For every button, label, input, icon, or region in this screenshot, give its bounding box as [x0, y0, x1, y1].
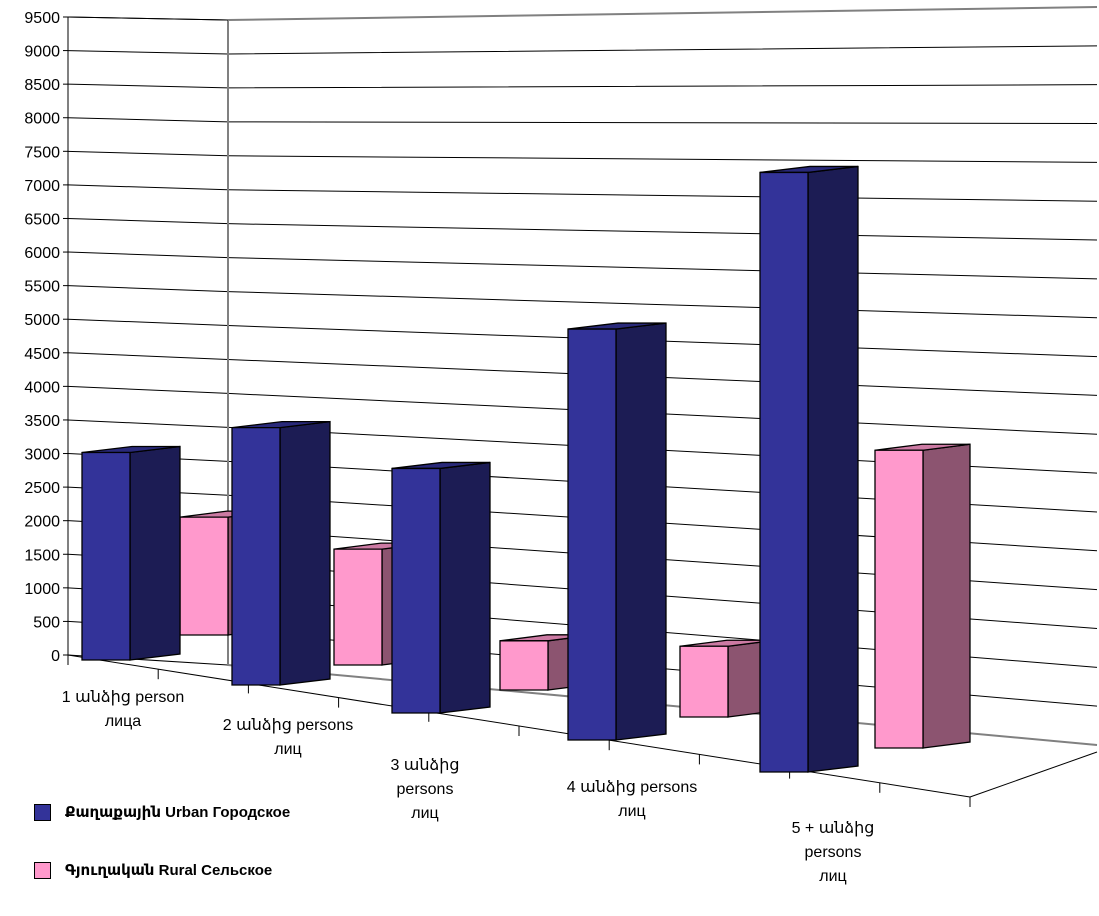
- y-tick-label: 8000: [24, 111, 60, 128]
- legend: Քաղաքային Urban Городское Գյուղական Rura…: [34, 800, 290, 916]
- legend-label-urban: Քաղաքային Urban Городское: [65, 804, 291, 821]
- y-tick-label: 6500: [24, 211, 60, 228]
- bar-rural-5-side: [922, 443, 971, 749]
- gridline: [67, 217, 1098, 241]
- y-tick-label: 5000: [24, 312, 60, 329]
- bar-urban-4: [567, 322, 667, 741]
- bar-urban-2: [231, 420, 331, 686]
- y-tick-label: 6000: [24, 245, 60, 262]
- gridline: [67, 184, 1098, 202]
- bar-urban-5: [759, 165, 859, 773]
- legend-item-rural: Գյուղական Rural Сельское: [34, 858, 290, 882]
- bars: [81, 165, 971, 773]
- bar-urban-2-front: [231, 427, 281, 686]
- legend-item-urban: Քաղաքային Urban Городское: [34, 800, 290, 824]
- legend-swatch-urban: [34, 803, 51, 821]
- y-tick-label: 9000: [24, 44, 60, 61]
- y-tick-label: 9500: [24, 10, 60, 27]
- chart: 0 500 1000 1500 2000 2500 3000 3500 4000 4500 5000…: [24, 6, 1098, 885]
- gridline: [67, 45, 1098, 55]
- side-wall-top: [67, 16, 229, 21]
- bar-urban-2-side: [279, 420, 331, 686]
- gridline: [67, 285, 1098, 319]
- y-tick-label: 1000: [24, 581, 60, 598]
- y-tick-label: 500: [33, 614, 60, 631]
- y-tick-label: 0: [51, 648, 60, 665]
- bar-rural-5-front: [874, 449, 924, 749]
- bar-rural-1-front: [179, 516, 229, 636]
- bar-urban-3-front: [391, 467, 441, 714]
- y-tick-label: 7500: [24, 144, 60, 161]
- y-tick-label: 3500: [24, 413, 60, 430]
- legend-label-rural: Գյուղական Rural Сельское: [65, 862, 273, 879]
- bar-urban-3: [391, 461, 491, 714]
- bar-urban-1: [81, 445, 181, 661]
- y-tick-label: 7000: [24, 178, 60, 195]
- category-label-5: 5 + անձից persons лиц: [792, 820, 875, 885]
- gridline: [67, 117, 1098, 125]
- chart-svg: 0 500 1000 1500 2000 2500 3000 3500 4000 4500 5000…: [24, 6, 1098, 885]
- bar-rural-2-front: [333, 548, 383, 666]
- y-tick-label: 4500: [24, 346, 60, 363]
- bar-rural-4-front: [679, 645, 729, 718]
- y-tick-label: 8500: [24, 77, 60, 94]
- legend-swatch-rural: [34, 861, 51, 879]
- category-label-4: 4 անձից persons лиц: [567, 779, 697, 820]
- bar-rural-3-front: [499, 640, 549, 691]
- y-axis-ticks: 0 500 1000 1500 2000 2500 3000 3500 4000 4500 5000…: [24, 10, 68, 665]
- gridline: [67, 150, 1098, 163]
- y-tick-label: 3000: [24, 447, 60, 464]
- bar-urban-4-side: [615, 322, 667, 741]
- wall-top-edge: [227, 6, 1098, 21]
- y-tick-label: 4000: [24, 379, 60, 396]
- bar-urban-5-side: [807, 165, 859, 773]
- y-tick-label: 5500: [24, 279, 60, 296]
- bar-urban-5-front: [759, 171, 809, 773]
- category-labels: 1 անձից person лица 2 անձից persons лиц 3 ան…: [62, 689, 875, 885]
- category-label-2: 2 անձից persons лиц: [223, 717, 353, 758]
- bar-urban-3-side: [439, 461, 491, 714]
- category-label-1: 1 անձից person лица: [62, 689, 184, 730]
- gridline: [67, 251, 1098, 280]
- y-tick-label: 2000: [24, 514, 60, 531]
- y-tick-label: 2500: [24, 480, 60, 497]
- bar-urban-4-front: [567, 328, 617, 741]
- gridline: [67, 83, 1098, 89]
- floor-right-edge: [969, 751, 1098, 798]
- bar-rural-5: [874, 443, 971, 749]
- bar-urban-1-front: [81, 451, 131, 661]
- y-tick-label: 1500: [24, 547, 60, 564]
- category-label-3: 3 անձից persons лиц: [390, 757, 459, 822]
- bar-urban-1-side: [129, 445, 181, 661]
